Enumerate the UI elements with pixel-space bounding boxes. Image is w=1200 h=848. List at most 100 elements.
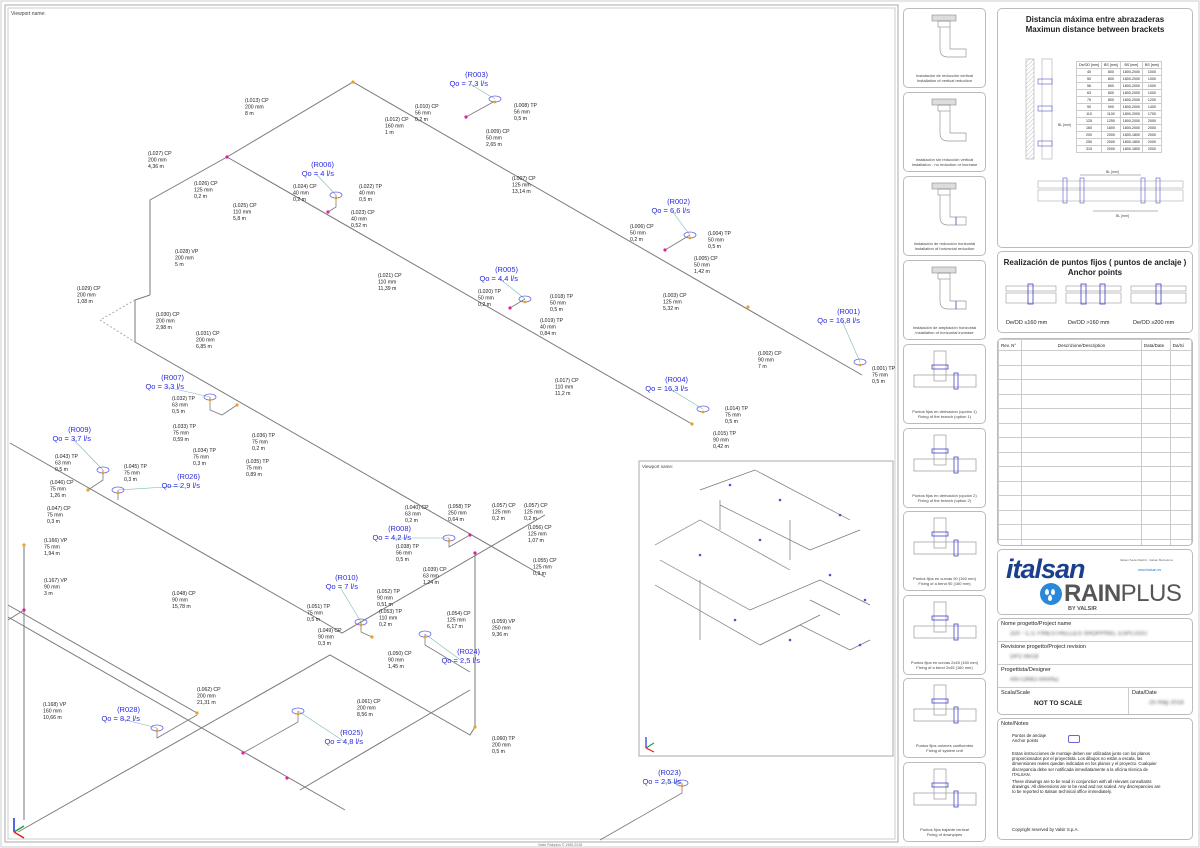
rain-outlet[interactable]: (R028)Qo = 8,2 l/s bbox=[101, 705, 164, 733]
pipe-label-dia: 200 mm bbox=[492, 743, 511, 749]
pipe-label-id: (L168) VP bbox=[43, 702, 67, 708]
rain-outlet[interactable]: (R002)Qo = 6,6 l/s bbox=[651, 197, 697, 240]
rain-outlet[interactable]: (R025)Qo = 4,8 l/s bbox=[291, 707, 363, 746]
pipe-label-len: 0,89 m bbox=[246, 472, 262, 478]
project-revision-field: Revisione progetto/Project revision DP2 r… bbox=[998, 642, 1192, 665]
rain-outlet[interactable]: (R009)Qo = 3,7 l/s bbox=[52, 425, 110, 475]
anchor-title-es: Realización de puntos fijos ( puntos de … bbox=[1003, 258, 1187, 267]
rain-outlet[interactable]: (R010)Qo = 7 l/s bbox=[326, 573, 368, 627]
inset-outlet bbox=[758, 538, 762, 542]
pipe-label-dia: 50 mm bbox=[478, 296, 494, 302]
rain-outlet[interactable]: (R023)Qo = 2,5 l/s bbox=[642, 768, 689, 788]
rain-outlet[interactable]: (R008)Qo = 4,2 l/s bbox=[372, 524, 456, 543]
inset-outlet bbox=[733, 618, 737, 622]
copyright: Copyright reserved by Valsir S.p.A. bbox=[1012, 827, 1079, 832]
inset-viewport-name: Viewport name: bbox=[642, 464, 673, 469]
pipe-label-id: (L034) TP bbox=[193, 448, 217, 454]
rain-outlet[interactable]: (R006)Qo = 4 l/s bbox=[302, 160, 343, 200]
rain-outlet[interactable]: (R001)Qo = 16,8 l/s bbox=[817, 307, 867, 367]
leader-line bbox=[499, 278, 526, 300]
rain-outlet[interactable]: (R024)Qo = 2,5 l/s bbox=[418, 630, 480, 665]
rain-outlet[interactable]: (R003)Qo = 7,3 l/s bbox=[449, 70, 502, 104]
pipe-label-dia: 125 mm bbox=[524, 510, 543, 516]
pipe-label-dia: 200 mm bbox=[175, 256, 194, 262]
pipe-segment bbox=[509, 298, 526, 309]
pipe-label-id: (L028) VP bbox=[175, 249, 199, 255]
designer-field: Progettista/Designer ANTONIO ARANZ bbox=[998, 665, 1192, 688]
pipe-label-dia: 50 mm bbox=[486, 136, 502, 142]
notes-label: Note/Notes bbox=[1001, 721, 1029, 727]
table-cell: 1800-2000 bbox=[1119, 75, 1143, 83]
pipe-label-id: (L033) TP bbox=[173, 424, 197, 430]
rain-outlet[interactable]: (R026)Qo = 2,9 l/s bbox=[111, 472, 200, 495]
outlet-installation-icon bbox=[931, 266, 967, 310]
rain-outlet[interactable]: (R005)Qo = 4,4 l/s bbox=[479, 265, 532, 304]
rain-outlet[interactable]: (R004)Qo = 16,3 l/s bbox=[645, 375, 710, 414]
pipe-label-id: (L059) VP bbox=[492, 619, 516, 625]
rain-outlet[interactable]: (R007)Qo = 3,3 l/s bbox=[145, 373, 217, 402]
pipe-label-id: (L036) TP bbox=[252, 433, 276, 439]
